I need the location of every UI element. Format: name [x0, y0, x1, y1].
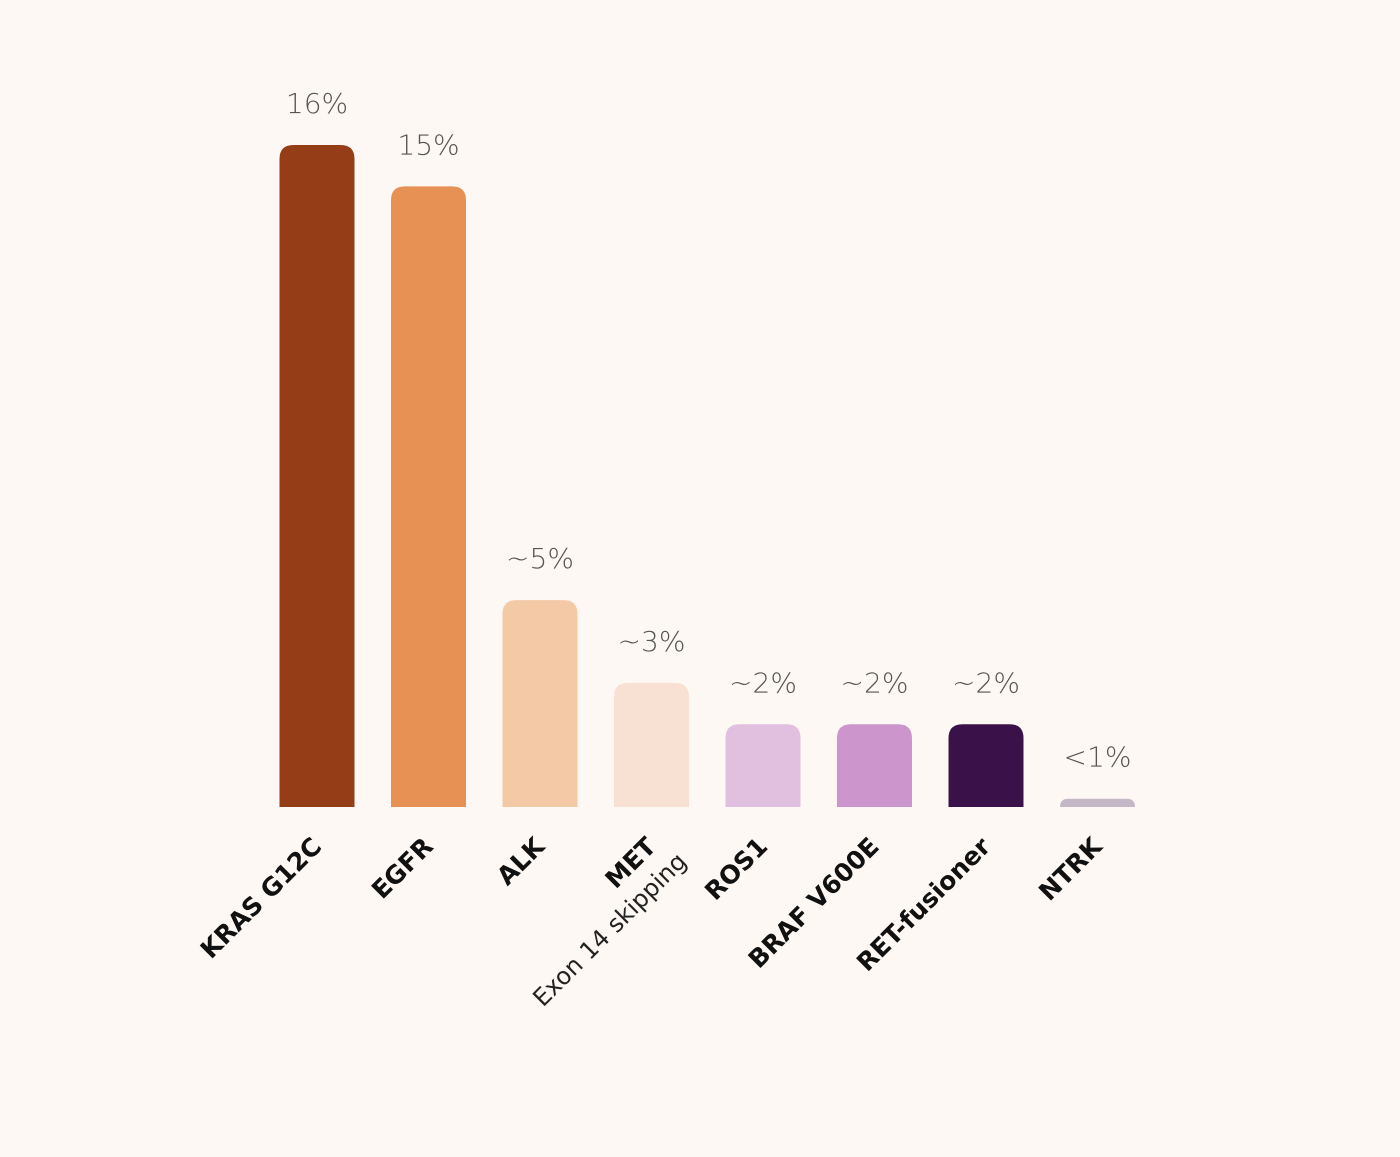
value-label: ~3%	[618, 625, 686, 658]
bar	[391, 186, 466, 807]
value-label: ~2%	[841, 666, 909, 699]
value-label: 16%	[286, 87, 348, 120]
bar	[948, 724, 1024, 807]
value-label: <1%	[1064, 741, 1132, 774]
value-label: 15%	[397, 128, 459, 161]
bar	[614, 682, 689, 807]
bar	[279, 145, 355, 807]
bar	[725, 724, 801, 807]
bar	[837, 724, 912, 807]
value-label: ~2%	[729, 666, 797, 699]
value-label: ~2%	[952, 666, 1020, 699]
bar	[1060, 798, 1135, 807]
value-label: ~5%	[506, 542, 574, 575]
bar	[502, 600, 578, 807]
